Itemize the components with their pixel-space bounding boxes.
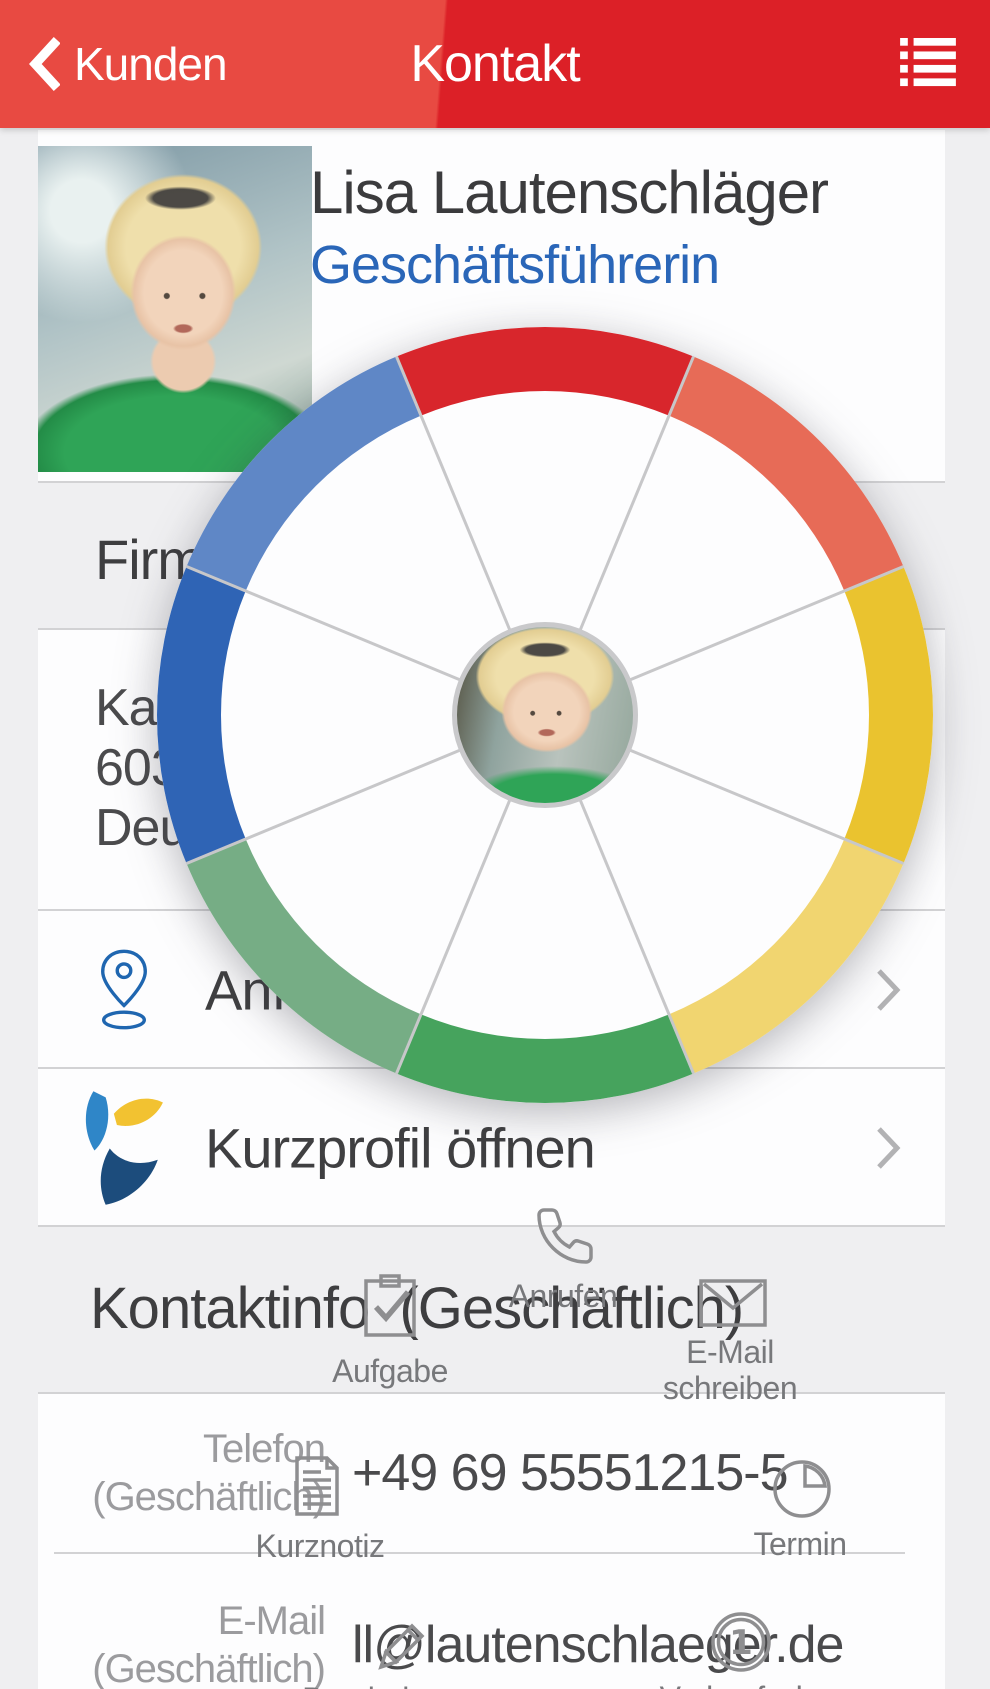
contactinfo-section-title: Kontaktinfo (Geschäftlich) (90, 1276, 744, 1341)
page-title: Kontakt (410, 35, 580, 93)
contactinfo-card: Telefon (Geschäftlich) +49 69 55551215-5… (38, 1392, 945, 1689)
contact-summary-card: Lisa Lautenschläger Geschäftsführerin (38, 130, 945, 483)
phone-row[interactable]: Telefon (Geschäftlich) +49 69 55551215-5 (38, 1394, 945, 1552)
pencil-icon (378, 1623, 425, 1670)
phone-icon (537, 1208, 593, 1264)
contactinfo-section-header: Kontaktinfo (Geschäftlich) (0, 1223, 990, 1392)
chevron-right-icon (877, 1127, 901, 1169)
phone-label: Telefon (Geschäftlich) (92, 1427, 326, 1519)
wheel-segment-note (157, 566, 246, 864)
radial-label: Kurznotiz (255, 1528, 385, 1564)
phone-value: +49 69 55551215-5 (352, 1444, 789, 1502)
radial-label: Termin (753, 1526, 847, 1562)
coin-icon: 1 (711, 1612, 771, 1672)
radial-label: Aufgabe (332, 1353, 448, 1389)
chevron-right-icon (877, 969, 901, 1011)
list-menu-button[interactable] (900, 38, 956, 93)
svg-text:1: 1 (729, 1623, 753, 1663)
list-menu-icon (900, 38, 956, 87)
wheel-segment-phone (396, 327, 694, 416)
clock-icon (773, 1460, 831, 1518)
app-header: Kunden Kontakt (0, 0, 990, 128)
wheel-segment-clock (844, 566, 933, 864)
back-chevron-icon (29, 36, 60, 92)
back-label: Kunden (74, 38, 228, 90)
wheel-segment-pencil (186, 838, 422, 1074)
wheel-segment-coin (668, 838, 904, 1074)
radial-label: E-Mail schreiben (662, 1334, 798, 1406)
radial-label: Verkaufschance (660, 1680, 881, 1689)
note-icon (295, 1456, 339, 1516)
radial-label: Anrufen (508, 1278, 618, 1314)
wheel-segment-clipboard-check (186, 356, 422, 592)
back-button[interactable]: Kunden (26, 0, 228, 128)
contact-name: Lisa Lautenschläger (310, 159, 829, 226)
contact-photo (38, 146, 312, 472)
email-icon (699, 1279, 767, 1327)
wheel-segment-folder (396, 1014, 694, 1103)
radial-menu[interactable]: Anrufen E-Mail schreiben Termin 1 (153, 323, 937, 1689)
crm-logo-icon (85, 1091, 163, 1205)
contact-role: Geschäftsführerin (310, 235, 720, 295)
radial-label: Bearbeiten (302, 1681, 452, 1689)
email-label: E-Mail (Geschäftlich) (92, 1599, 326, 1689)
shortprofile-label: Kurzprofil öffnen (205, 1116, 596, 1180)
clipboard-check-icon (364, 1274, 416, 1337)
wheel-segment-email (668, 356, 904, 592)
radial-center-photo[interactable] (452, 622, 638, 808)
map-pin-icon (101, 949, 147, 1030)
